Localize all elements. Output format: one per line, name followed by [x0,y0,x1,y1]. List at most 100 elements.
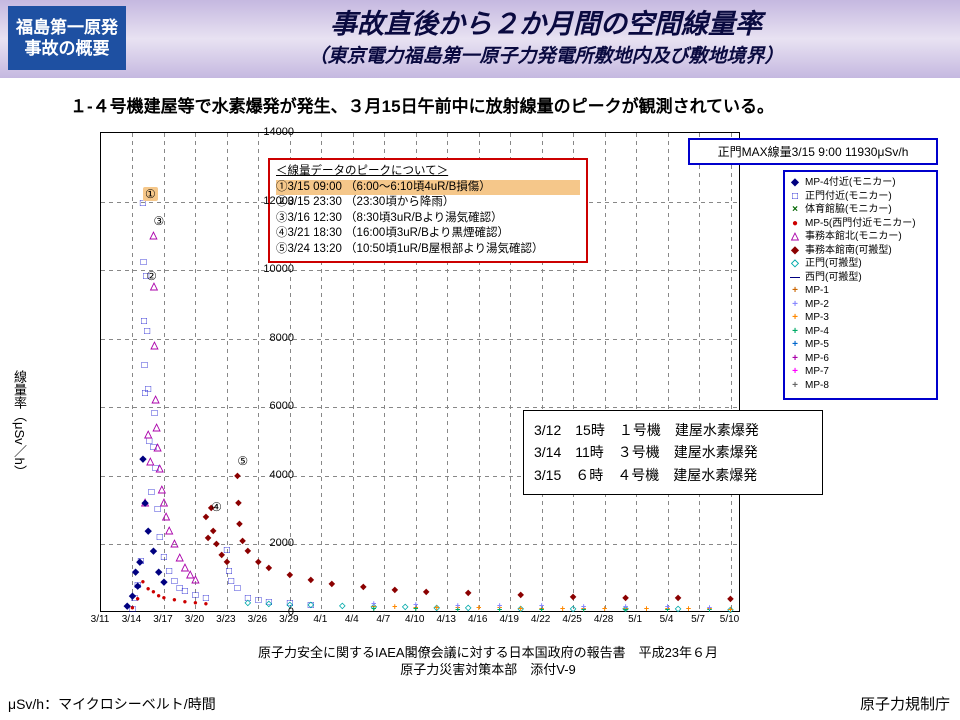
explosion-event-box: 3/12 15時 １号機 建屋水素爆発 3/14 11時 ３号機 建屋水素爆発 … [523,410,823,495]
legend-item: ◆事務本館南(可搬型) [789,244,932,258]
legend-marker-icon: ◇ [789,259,801,269]
data-point: + [455,601,460,610]
legend-label: MP-5 [805,338,829,352]
data-point: □ [151,409,157,419]
data-point: + [581,602,586,611]
y-tick: 14000 [263,126,294,138]
data-point: □ [228,577,234,587]
caption-text: １-４号機建屋等で水素爆発が発生、３月15日午前中に放射線量のピークが観測されて… [70,92,774,117]
legend-marker-icon: + [789,380,801,390]
data-point: □ [148,488,154,498]
peak-row: ②3/15 23:30 （23:30頃から降雨） [276,195,580,211]
data-point: △ [165,526,173,536]
data-point: ◆ [132,567,139,576]
legend-marker-icon: + [789,299,801,309]
data-point: ◆ [235,499,241,507]
legend-label: 体育館脇(モニカー) [805,203,892,217]
data-point: △ [151,341,159,351]
data-point: ◆ [570,593,576,601]
peak-row: ①3/15 09:00 （6:00～6:10頃4uR/B損傷） [276,180,580,196]
data-point: ◆ [329,580,335,588]
data-point: ◆ [240,537,246,545]
data-point: + [560,604,565,613]
y-tick: 8000 [270,332,294,344]
y-tick: 2000 [270,537,294,549]
data-point: ◇ [675,605,681,613]
legend-label: MP-6 [805,352,829,366]
data-point: + [728,605,733,614]
legend-marker-icon: ● [789,218,801,228]
x-tick: 5/7 [691,614,705,625]
legend-item: ◆ MP-4付近(モニカー) [789,176,932,190]
y-tick: 6000 [270,400,294,412]
x-tick: 5/10 [720,614,739,625]
data-point: ◇ [245,599,251,607]
legend-item: +MP-4 [789,325,932,339]
y-tick: 10000 [263,263,294,275]
legend-marker-icon: △ [789,232,801,242]
legend-label: 正門(可搬型) [805,257,862,271]
legend-label: MP-4 [805,325,829,339]
data-point: □ [157,533,163,543]
data-point: △ [152,395,160,405]
data-point: ● [183,598,188,606]
data-point: △ [162,512,170,522]
legend-item: +MP-1 [789,284,932,298]
data-point: ◆ [142,499,149,508]
source-citation: 原子力安全に関するIAEA閣僚会議に対する日本国政府の報告書 平成23年６月 原… [38,645,938,679]
data-point: ◆ [210,527,216,535]
data-point: ◆ [155,567,162,576]
legend-marker-icon: ◆ [789,178,801,188]
peak-marker: ⑤ [237,454,248,468]
legend-label: 正門付近(モニカー) [805,190,892,204]
data-point: ◇ [308,601,314,609]
data-point: + [371,600,376,609]
x-tick: 5/1 [628,614,642,625]
peak-row: ③3/16 12:30 （8:30頃3uR/Bより湯気確認） [276,211,580,227]
legend-marker-icon: + [789,353,801,363]
x-tick: 4/16 [468,614,487,625]
data-point: + [623,603,628,612]
data-point: + [497,602,502,611]
data-point: □ [144,327,150,337]
header: 福島第一原発 事故の概要 事故直後から２か月間の空間線量率 （東京電力福島第一原… [0,0,960,78]
legend-label: MP-2 [805,298,829,312]
data-point: ◇ [402,603,408,611]
data-point: ◆ [205,534,211,542]
peak-annotation-box: ＜線量データのピークについて＞①3/15 09:00 （6:00～6:10頃4u… [268,158,588,263]
data-point: + [539,602,544,611]
legend-item: +MP-7 [789,365,932,379]
data-point: ● [156,592,161,600]
legend-label: MP-4付近(モニカー) [805,176,896,190]
legend-item: ◇ 正門(可搬型) [789,257,932,271]
legend-label: 事務本館北(モニカー) [805,230,902,244]
peak-marker: ③ [153,214,164,228]
tag-line1: 福島第一原発 [16,17,118,38]
x-tick: 3/11 [91,614,110,625]
data-point: ◆ [392,586,398,594]
data-point: ◆ [150,547,157,556]
data-point: ● [146,585,151,593]
y-tick: 4000 [270,469,294,481]
footer-agency: 原子力規制庁 [860,693,950,714]
legend-marker-icon: □ [789,191,801,201]
data-point: ◆ [203,513,209,521]
x-tick: 4/25 [562,614,581,625]
legend-label: 西門(可搬型) [805,271,862,285]
x-tick: 4/10 [405,614,424,625]
data-point: □ [161,553,167,563]
source-line1: 原子力安全に関するIAEA閣僚会議に対する日本国政府の報告書 平成23年６月 [38,645,938,662]
data-point: + [434,603,439,612]
legend-item: + MP-5 [789,338,932,352]
x-tick: 4/19 [499,614,518,625]
data-point: ● [172,596,177,604]
legend-marker-icon: ― [789,272,801,282]
data-point: + [518,604,523,613]
data-point: □ [145,385,151,395]
data-point: ● [141,578,146,586]
data-point: ◆ [145,526,152,535]
data-point: □ [234,584,240,594]
peak-marker: ① [143,187,158,201]
data-point: △ [192,575,200,585]
legend-marker-icon: + [789,340,801,350]
